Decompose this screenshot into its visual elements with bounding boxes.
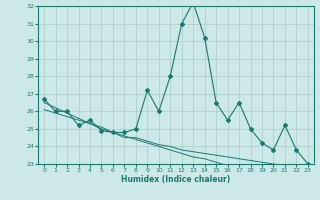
X-axis label: Humidex (Indice chaleur): Humidex (Indice chaleur) bbox=[121, 175, 231, 184]
